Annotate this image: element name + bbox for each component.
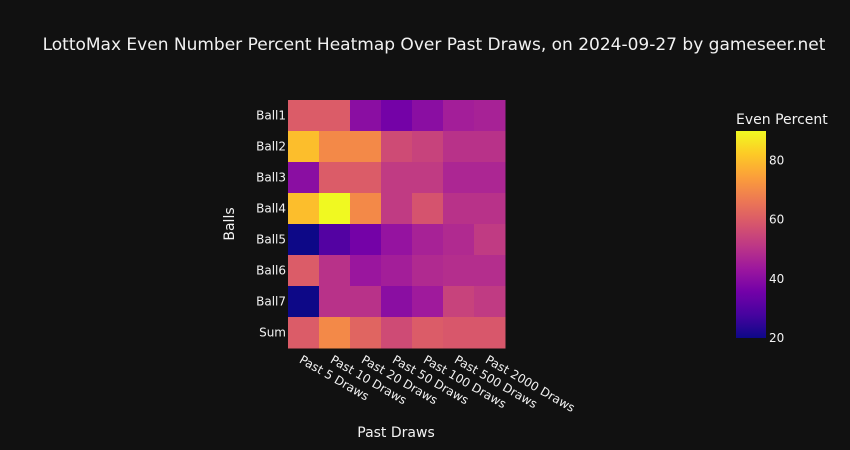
heatmap-cell [288, 286, 320, 318]
heatmap-cell [319, 193, 351, 225]
heatmap-cell [474, 255, 506, 287]
heatmap-cell [474, 317, 506, 349]
x-axis-title: Past Draws [357, 425, 435, 441]
y-axis-title: Balls [222, 207, 238, 240]
heatmap-cell [381, 162, 413, 194]
colorbar-title: Even Percent [736, 112, 828, 128]
heatmap-cell [319, 100, 351, 132]
heatmap-cell [443, 193, 475, 225]
heatmap-cell [443, 131, 475, 163]
heatmap-cell [474, 286, 506, 318]
heatmap-cell [319, 131, 351, 163]
heatmap-cell [412, 317, 444, 349]
heatmap-cell [474, 224, 506, 256]
heatmap-cell [288, 224, 320, 256]
heatmap-cell [288, 193, 320, 225]
heatmap-cell [412, 224, 444, 256]
heatmap-cell [350, 162, 382, 194]
heatmap-cell [381, 286, 413, 318]
heatmap-cell [288, 131, 320, 163]
heatmap-cell [350, 286, 382, 318]
heatmap-cell [350, 224, 382, 256]
heatmap-cell [381, 100, 413, 132]
heatmap-cells [288, 100, 506, 349]
chart-title: LottoMax Even Number Percent Heatmap Ove… [43, 35, 826, 55]
colorbar-tick-label: 60 [769, 213, 784, 227]
heatmap-cell [319, 162, 351, 194]
colorbar-ticks: 20 40 60 80 [769, 154, 784, 345]
heatmap-cell [350, 131, 382, 163]
y-tick-label: Ball6 [256, 264, 286, 278]
heatmap-cell [443, 255, 475, 287]
heatmap-cell [319, 224, 351, 256]
heatmap-cell [474, 162, 506, 194]
heatmap-cell [443, 224, 475, 256]
heatmap-cell [319, 286, 351, 318]
y-tick-label: Ball2 [256, 140, 286, 154]
heatmap-cell [412, 162, 444, 194]
heatmap-cell [381, 131, 413, 163]
heatmap-cell [443, 286, 475, 318]
heatmap-cell [288, 317, 320, 349]
heatmap-cell [381, 193, 413, 225]
heatmap-cell [412, 100, 444, 132]
heatmap-cell [381, 255, 413, 287]
heatmap-cell [319, 317, 351, 349]
heatmap-cell [381, 224, 413, 256]
heatmap-cell [474, 100, 506, 132]
colorbar-tick-label: 20 [769, 331, 784, 345]
y-tick-label: Ball5 [256, 233, 286, 247]
colorbar-tick-label: 40 [769, 272, 784, 286]
heatmap-cell [443, 100, 475, 132]
heatmap-cell [288, 255, 320, 287]
heatmap-cell [350, 100, 382, 132]
heatmap-cell [474, 193, 506, 225]
heatmap-cell [350, 255, 382, 287]
colorbar-tick-label: 80 [769, 154, 784, 168]
y-tick-label: Sum [259, 326, 286, 340]
heatmap-cell [350, 317, 382, 349]
y-tick-label: Ball7 [256, 295, 286, 309]
heatmap-cell [288, 162, 320, 194]
heatmap-cell [474, 131, 506, 163]
heatmap-cell [319, 255, 351, 287]
heatmap-cell [412, 131, 444, 163]
heatmap-cell [412, 255, 444, 287]
colorbar [736, 131, 766, 338]
heatmap-cell [443, 162, 475, 194]
heatmap-cell [412, 286, 444, 318]
y-tick-label: Ball4 [256, 202, 286, 216]
y-tick-label: Ball3 [256, 171, 286, 185]
heatmap-cell [288, 100, 320, 132]
heatmap-cell [443, 317, 475, 349]
heatmap-cell [381, 317, 413, 349]
y-tick-labels: Ball1 Ball2 Ball3 Ball4 Ball5 Ball6 Ball7 Sum [256, 109, 286, 340]
heatmap-cell [412, 193, 444, 225]
heatmap-cell [350, 193, 382, 225]
y-tick-label: Ball1 [256, 109, 286, 123]
